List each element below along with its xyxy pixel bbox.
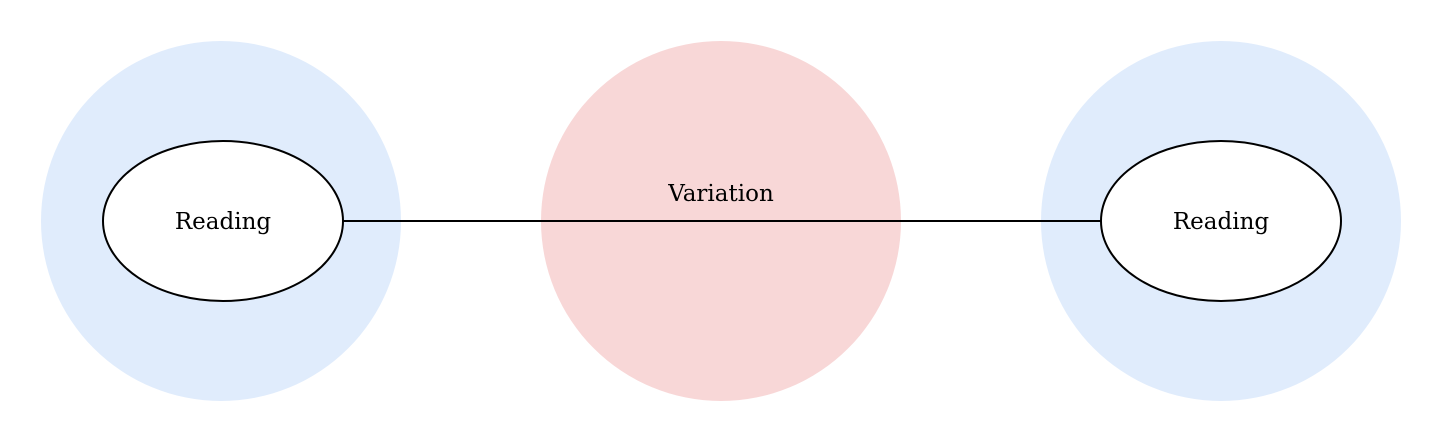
right-reading-node[interactable]: Reading	[1100, 140, 1342, 302]
left-reading-node[interactable]: Reading	[102, 140, 344, 302]
variation-label: Variation	[667, 181, 774, 207]
left-reading-ellipse	[102, 140, 344, 302]
left-reading-label: Reading	[175, 209, 272, 235]
right-reading-label: Reading	[1173, 209, 1270, 235]
right-reading-ellipse	[1100, 140, 1342, 302]
